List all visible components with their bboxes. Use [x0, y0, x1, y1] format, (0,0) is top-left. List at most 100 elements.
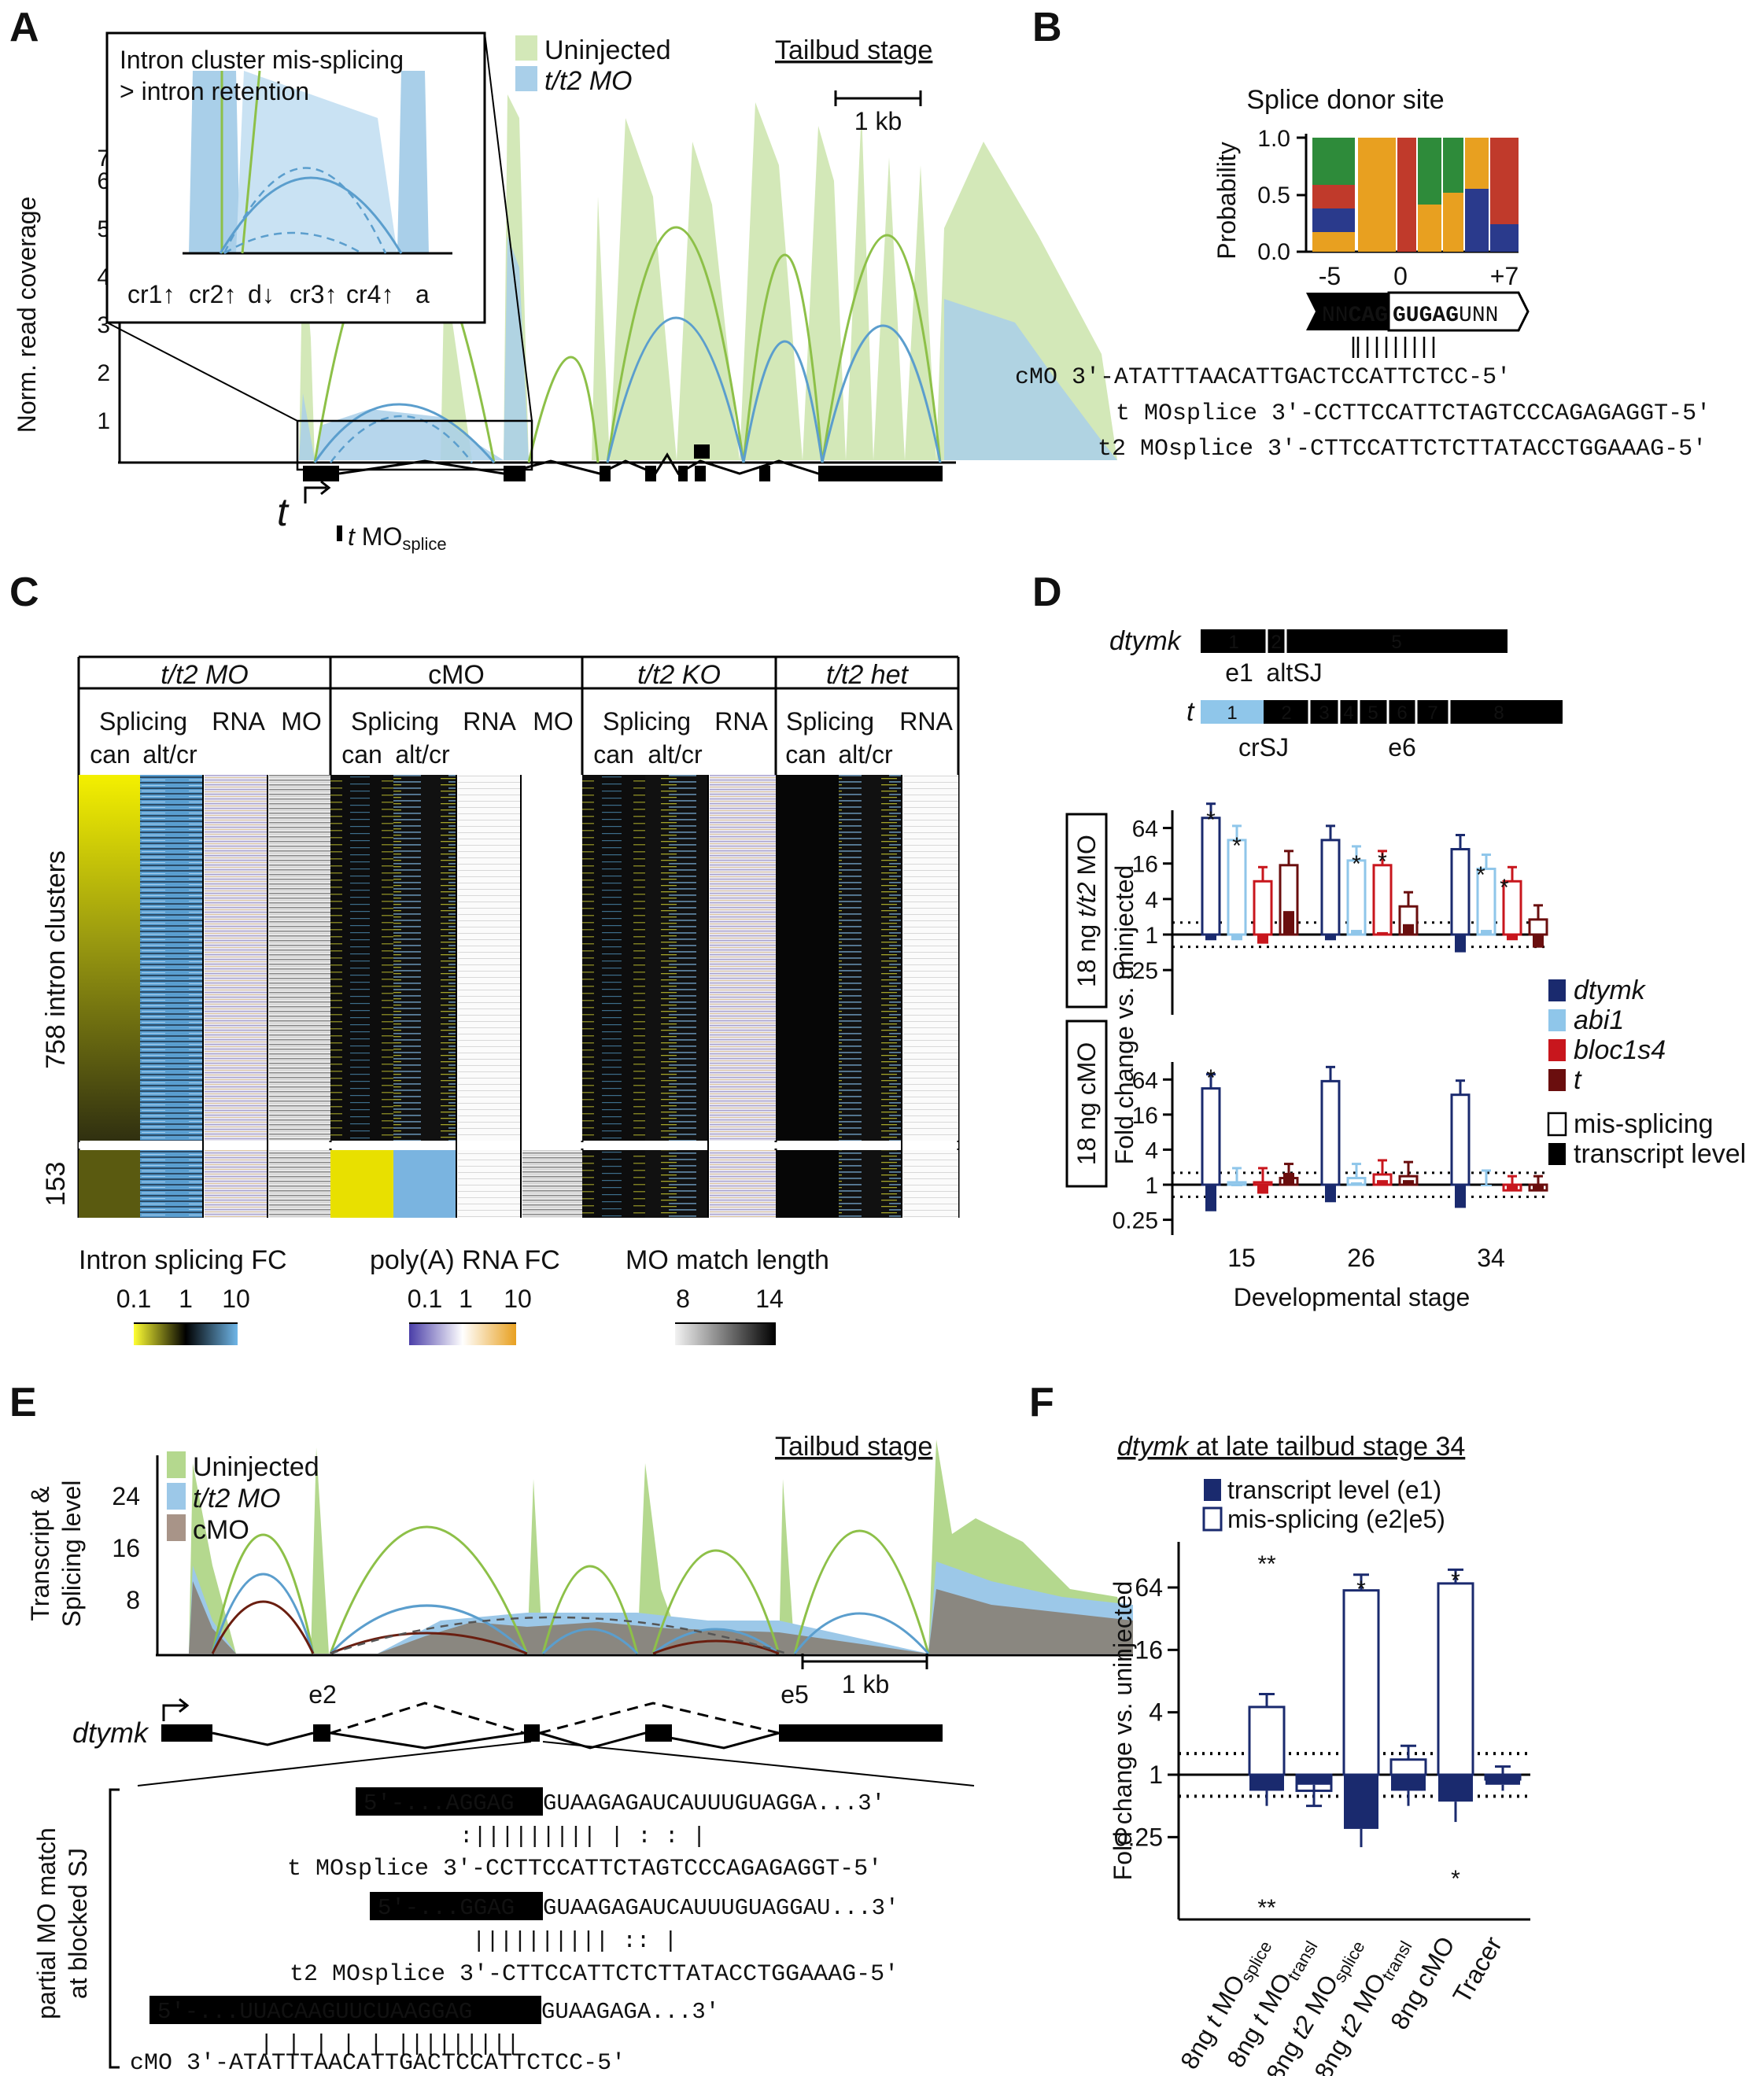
f-ytick: 16	[1135, 1635, 1163, 1664]
a-inset-label-cr1: cr1↑	[127, 280, 175, 308]
f-ytick: 64	[1135, 1573, 1163, 1602]
f-bar-transcript	[1438, 1775, 1473, 1802]
d-bar-missplicing	[1320, 1079, 1341, 1186]
d-bar-transcript	[1283, 1172, 1294, 1185]
panel-c: C t/t2 MO cMO t/t2 KO t/t2 het Splicing …	[9, 570, 960, 1345]
f-bar-missplicing	[1437, 1582, 1474, 1776]
a-inset-label-cr2: cr2↑	[189, 280, 236, 308]
d-bar-missplicing	[1227, 1181, 1247, 1186]
f-bar-transcript	[1249, 1775, 1284, 1791]
e-legend-cmo: cMO	[193, 1515, 249, 1545]
b-xtick: -5	[1319, 262, 1341, 290]
c-sub-rna: RNA	[212, 707, 265, 736]
e-ylabel-2: Splicing level	[57, 1480, 86, 1628]
panel-letter-f: F	[1029, 1380, 1054, 1425]
d-ytick: 16	[1132, 852, 1158, 878]
d-ytick: 0.25	[1113, 1208, 1158, 1234]
a-legend-uninjected: Uninjected	[544, 35, 671, 65]
d-box-bottom: 18 ng cMO	[1072, 1042, 1101, 1166]
a-scale-label: 1 kb	[854, 107, 902, 135]
mo-coverage-area	[299, 236, 1117, 460]
c-sub-alt: alt/cr	[142, 740, 197, 769]
f-significance-star: *	[1451, 1866, 1460, 1892]
d-xlabel: Developmental stage	[1234, 1283, 1471, 1311]
d-legend-bloc1s4: bloc1s4	[1574, 1035, 1666, 1065]
f-bar-missplicing	[1248, 1705, 1286, 1776]
c-sub-rna: RNA	[899, 707, 953, 736]
d-ytick: 64	[1132, 817, 1158, 843]
e-stage: Tailbud stage	[775, 1432, 932, 1462]
e-ytick: 16	[112, 1534, 140, 1562]
b-ytick: 0.5	[1257, 183, 1290, 208]
d-bar-missplicing	[1372, 864, 1393, 936]
c-group-header: cMO	[428, 660, 485, 690]
d-legend-abi1: abi1	[1574, 1005, 1624, 1035]
e-ytick: 24	[112, 1482, 140, 1510]
d-significance-star: *	[1476, 862, 1485, 888]
d-ytick: 1	[1145, 1173, 1158, 1199]
f-legend-transcript: transcript level (e1)	[1227, 1476, 1441, 1504]
d-significance-star: *	[1206, 807, 1216, 833]
e-uninjected-area	[157, 1440, 1133, 1654]
d-bar-transcript	[1257, 935, 1268, 944]
e-cmo-area	[157, 1581, 1133, 1654]
d-bar-transcript	[1231, 1185, 1242, 1186]
b-title: Splice donor site	[1246, 85, 1444, 115]
d-bar-transcript	[1351, 930, 1362, 935]
c-sub-splicing: Splicing	[603, 707, 691, 736]
c-legend-splicing: Intron splicing FC 0.1 1 10	[79, 1245, 287, 1345]
d-gene2: t	[1186, 697, 1195, 727]
f-bar-transcript	[1297, 1775, 1331, 1785]
d-bar-transcript	[1455, 935, 1466, 953]
d-gene2-exon: 2	[1281, 702, 1291, 724]
b-cmo-seq: cMO 3′-ATATTTAACATTGACTCCATTCTCC-5′	[1015, 364, 1511, 391]
d-gene1-exon: 2	[1271, 632, 1281, 653]
panel-letter-e: E	[9, 1380, 37, 1425]
d-significance-star: *	[1378, 849, 1387, 875]
d-gene2-exon: 6	[1397, 702, 1407, 724]
d-gene1-primer: e1	[1225, 658, 1253, 687]
d-gene1: dtymk	[1109, 626, 1183, 656]
e-al1-mo: t MOsplice 3′-CCTTCCATTCTAGTCCCAGAGAGGT-…	[287, 1856, 882, 1882]
c-sub-can: can	[90, 740, 131, 769]
c-sub-mo: MO	[533, 707, 574, 736]
d-bar-missplicing	[1450, 847, 1471, 936]
d-bar-missplicing	[1201, 817, 1221, 936]
d-gene2-exon: 3	[1319, 702, 1329, 724]
b-ytick: 0.0	[1257, 239, 1290, 265]
d-significance-star: *	[1232, 833, 1242, 859]
e-ylabel-1: Transcript &	[26, 1486, 54, 1621]
d-bar-transcript	[1455, 1185, 1466, 1208]
c-legend2-tick: 10	[504, 1285, 532, 1313]
b-sequence-logo	[1312, 138, 1519, 252]
c-legend2-title: poly(A) RNA FC	[370, 1245, 560, 1275]
a-stage: Tailbud stage	[775, 35, 932, 65]
b-ytick: 1.0	[1257, 126, 1290, 152]
a-inset-label-d: d↓	[248, 280, 275, 308]
d-ytick: 4	[1145, 1138, 1158, 1163]
d-ytick: 16	[1132, 1103, 1158, 1129]
d-gene2-exon: 7	[1427, 702, 1437, 724]
f-bar-transcript	[1391, 1775, 1426, 1791]
d-bar-transcript	[1205, 935, 1216, 941]
d-box-top: 18 ng t/t2 MO	[1072, 835, 1101, 987]
d-bar-transcript	[1403, 1180, 1414, 1185]
c-sub-alt: alt/cr	[838, 740, 893, 769]
f-bar-transcript	[1344, 1775, 1378, 1829]
d-top-chart: 0.25 1 4 16 64 * * * * * *	[1113, 802, 1548, 1015]
c-sub-can: can	[785, 740, 826, 769]
d-bar-transcript	[1205, 1185, 1216, 1211]
d-bar-transcript	[1507, 935, 1518, 941]
e-gene: dtymk	[72, 1716, 149, 1749]
d-legend: dtymk abi1 bloc1s4 t mis-splicing transc…	[1547, 975, 1746, 1169]
d-bar-transcript	[1283, 911, 1294, 935]
c-sub-splicing: Splicing	[99, 707, 187, 736]
f-ylabel: Fold change vs. uninjected	[1109, 1581, 1137, 1881]
d-bar-transcript	[1377, 931, 1388, 935]
f-ytick: 1	[1149, 1761, 1163, 1789]
e-al2-exon: 5′-...GGAG	[378, 1895, 515, 1921]
e-al1-exon: 5′-...AGGAG	[364, 1790, 514, 1816]
e-legend-mo: t/t2 MO	[193, 1484, 280, 1514]
f-bar-transcript	[1485, 1775, 1520, 1785]
